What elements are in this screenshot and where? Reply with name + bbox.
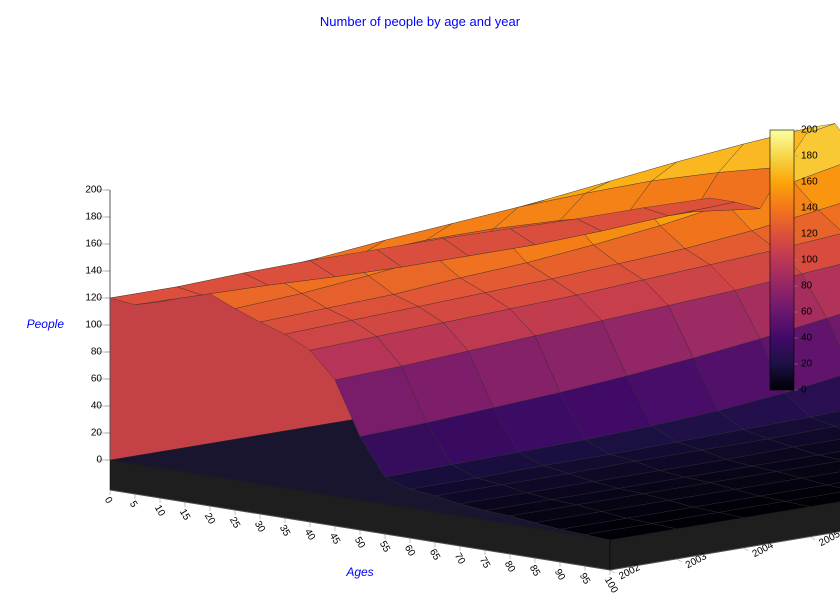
svg-text:180: 180	[85, 212, 102, 223]
svg-text:120: 120	[801, 229, 818, 240]
svg-text:85: 85	[527, 563, 542, 579]
svg-text:160: 160	[801, 177, 818, 188]
svg-text:30: 30	[252, 519, 267, 535]
svg-text:200: 200	[85, 185, 102, 196]
x-axis-label: Ages	[345, 565, 373, 579]
svg-text:60: 60	[91, 374, 103, 385]
svg-text:5: 5	[127, 499, 140, 510]
svg-text:80: 80	[502, 559, 517, 575]
z-axis-label: People	[27, 317, 65, 331]
svg-text:180: 180	[801, 151, 818, 162]
svg-text:100: 100	[602, 575, 620, 595]
svg-text:40: 40	[91, 401, 103, 412]
svg-text:75: 75	[477, 555, 492, 571]
svg-text:80: 80	[801, 281, 813, 292]
svg-text:80: 80	[91, 347, 103, 358]
svg-text:60: 60	[801, 307, 813, 318]
svg-text:40: 40	[801, 333, 813, 344]
svg-text:70: 70	[452, 551, 467, 567]
svg-text:0: 0	[102, 495, 115, 506]
svg-text:15: 15	[177, 507, 192, 523]
svg-text:160: 160	[85, 239, 102, 250]
svg-text:20: 20	[202, 511, 217, 527]
svg-text:20: 20	[91, 428, 103, 439]
svg-text:95: 95	[577, 571, 592, 587]
surface-3d-chart: 0 5 10 15 20 25 30 35 40 45 50 55 60 65 70 75 80 85 90 95 10…	[0, 0, 840, 600]
surface	[110, 124, 840, 541]
svg-text:65: 65	[427, 547, 442, 563]
svg-text:140: 140	[85, 266, 102, 277]
svg-text:35: 35	[277, 523, 292, 539]
chart-title: Number of people by age and year	[320, 14, 521, 29]
svg-text:45: 45	[327, 531, 342, 547]
svg-text:90: 90	[552, 567, 567, 583]
svg-text:60: 60	[402, 543, 417, 559]
svg-text:140: 140	[801, 203, 818, 214]
svg-text:0: 0	[801, 385, 807, 396]
svg-text:0: 0	[96, 455, 102, 466]
svg-text:50: 50	[352, 535, 367, 551]
svg-text:25: 25	[227, 515, 242, 531]
svg-text:55: 55	[377, 539, 392, 555]
svg-text:200: 200	[801, 125, 818, 136]
svg-text:10: 10	[152, 503, 167, 519]
svg-text:40: 40	[302, 527, 317, 543]
svg-text:100: 100	[801, 255, 818, 266]
svg-text:120: 120	[85, 293, 102, 304]
svg-text:100: 100	[85, 320, 102, 331]
svg-text:20: 20	[801, 359, 813, 370]
